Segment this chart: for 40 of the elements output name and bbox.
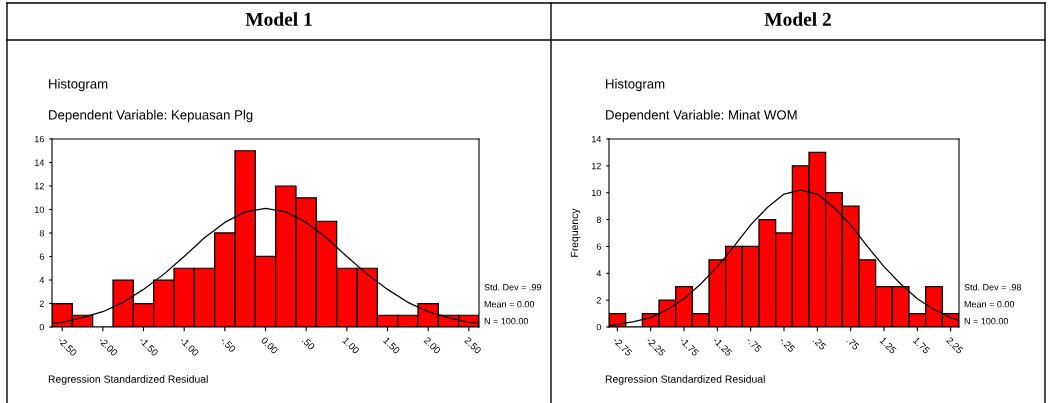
text: Std. Dev = .99 bbox=[484, 283, 542, 291]
y-tick-label: 0 bbox=[596, 323, 602, 331]
x-tick-label: -.50 bbox=[220, 336, 237, 353]
y-tick-label: 8 bbox=[39, 229, 44, 237]
chart-subtitle: Histogram bbox=[606, 78, 665, 92]
y-tick-label: 10 bbox=[592, 189, 602, 197]
y-tick-label: 16 bbox=[35, 135, 44, 143]
x-tick-label: 1.25 bbox=[879, 336, 897, 355]
text: Dependent Variable: Minat WOM bbox=[606, 109, 797, 123]
y-tick-label: 4 bbox=[39, 277, 45, 284]
text: Mean = 0.00 bbox=[484, 301, 535, 308]
chart-title: Model 2 bbox=[764, 12, 831, 26]
y-tick-label: 14 bbox=[35, 159, 45, 166]
x-axis-title: Regression Standardized Residual bbox=[48, 375, 208, 385]
y-tick-label: 2 bbox=[39, 300, 44, 307]
y-tick-label: 12 bbox=[592, 162, 601, 170]
y-tick-label: 2 bbox=[596, 297, 601, 304]
y-tick-label: 8 bbox=[596, 216, 601, 223]
text: N = 100.00 bbox=[964, 318, 1009, 325]
y-tick-label: 4 bbox=[596, 270, 602, 277]
y-tick-label: 12 bbox=[35, 182, 44, 190]
y-tick-label: 10 bbox=[35, 206, 45, 213]
text: N = 100.00 bbox=[484, 318, 529, 325]
x-tick-label: 1.00 bbox=[342, 336, 360, 355]
y-tick-label: 0 bbox=[39, 323, 45, 331]
chart-title: Model 1 bbox=[245, 12, 312, 26]
y-tick-label: 14 bbox=[592, 136, 602, 143]
text: Std. Dev = .98 bbox=[964, 283, 1022, 291]
y-axis-title: Frequency bbox=[570, 208, 581, 257]
text: Dependent Variable: Kepuasan Plg bbox=[49, 109, 253, 123]
chart-subtitle: Histogram bbox=[49, 78, 108, 92]
text: Mean = 0.00 bbox=[964, 301, 1015, 308]
x-tick-label: .25 bbox=[812, 336, 827, 351]
x-tick-label: .50 bbox=[301, 336, 316, 351]
x-tick-label: -.75 bbox=[745, 336, 762, 353]
y-tick-label: 6 bbox=[39, 253, 44, 260]
y-tick-label: 6 bbox=[596, 243, 601, 250]
x-axis-title: Regression Standardized Residual bbox=[605, 375, 765, 385]
x-tick-label: .75 bbox=[846, 336, 860, 351]
x-tick-label: -.25 bbox=[779, 336, 796, 353]
